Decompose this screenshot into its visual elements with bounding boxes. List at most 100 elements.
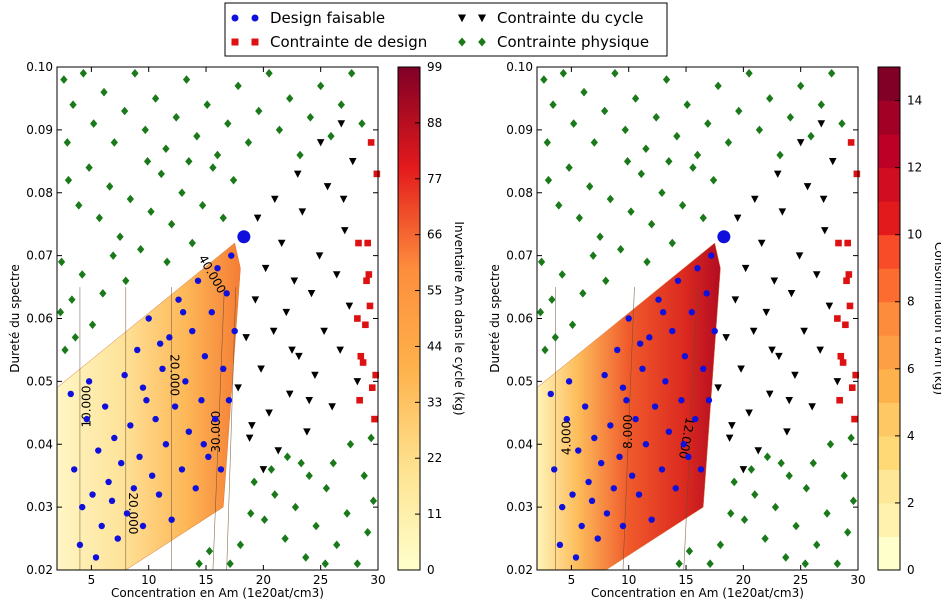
point-cycle xyxy=(251,296,260,304)
colorbar-tick-label: 77 xyxy=(427,172,442,186)
point-feasible xyxy=(79,503,86,511)
point-physical xyxy=(71,333,79,342)
point-physical xyxy=(673,131,681,141)
point-feasible xyxy=(155,491,163,498)
point-cycle xyxy=(332,271,341,279)
point-cycle xyxy=(282,308,291,317)
point-physical xyxy=(327,131,335,141)
contour-label: 30.000 xyxy=(209,411,223,453)
point-physical xyxy=(213,150,222,160)
point-physical xyxy=(828,68,836,78)
colorbar-frame xyxy=(877,66,901,571)
point-cycle xyxy=(714,384,722,392)
point-feasible xyxy=(559,503,566,511)
point-cycle xyxy=(261,264,270,273)
point-cycle xyxy=(285,390,294,398)
colorbar-band xyxy=(878,435,900,470)
point-physical xyxy=(797,81,805,91)
point-physical xyxy=(637,169,645,179)
point-physical xyxy=(568,320,577,330)
point-physical xyxy=(849,496,858,506)
point-physical xyxy=(343,509,351,518)
point-cycle xyxy=(303,428,311,436)
point-design xyxy=(845,271,853,278)
point-cycle xyxy=(791,371,799,380)
point-physical xyxy=(141,125,149,135)
point-cycle xyxy=(295,352,303,361)
point-feasible xyxy=(101,403,109,410)
y-tick-label: 0.09 xyxy=(26,123,53,137)
point-design xyxy=(851,415,858,423)
point-feasible xyxy=(651,403,659,410)
point-physical xyxy=(558,270,566,279)
point-physical xyxy=(751,490,759,499)
y-axis-label: Dureté du spectre xyxy=(488,264,502,372)
colorbar-tick-label: 44 xyxy=(427,339,442,353)
contour-line xyxy=(683,287,698,570)
point-cycle xyxy=(298,208,307,216)
point-physical xyxy=(549,100,557,110)
x-tick-label: 20 xyxy=(736,573,751,587)
x-tick-label: 5 xyxy=(88,573,96,587)
point-physical xyxy=(226,559,234,569)
point-physical xyxy=(305,471,313,480)
point-cycle xyxy=(754,447,763,455)
colorbar-band xyxy=(878,268,900,303)
point-cycle xyxy=(234,384,242,392)
colorbar-tick-label: 4 xyxy=(907,429,915,443)
y-tick-label: 0.07 xyxy=(26,249,53,263)
point-physical xyxy=(786,113,794,122)
point-physical xyxy=(178,188,186,198)
point-feasible xyxy=(665,428,673,435)
point-feasible xyxy=(83,415,91,423)
point-cycle xyxy=(817,120,826,128)
point-feasible xyxy=(139,384,147,391)
point-physical xyxy=(662,75,671,84)
point-cycle xyxy=(320,327,328,336)
point-physical xyxy=(792,521,800,531)
point-physical xyxy=(236,540,245,550)
point-physical xyxy=(147,207,155,216)
legend-label: Contrainte de design xyxy=(270,33,427,51)
colorbar-tick-label: 10 xyxy=(907,228,922,242)
colorbar-band xyxy=(878,469,900,504)
point-physical xyxy=(69,100,77,110)
point-cycle xyxy=(812,271,821,279)
point-physical xyxy=(296,150,304,160)
colorbar-tick-label: 66 xyxy=(427,228,442,242)
legend: Design faisable Contrainte du cycle Contra… xyxy=(224,2,668,57)
point-physical xyxy=(621,125,629,135)
colorbar-tick-label: 2 xyxy=(907,496,915,510)
point-physical xyxy=(57,257,66,267)
point-physical xyxy=(109,251,117,260)
legend-label: Contrainte physique xyxy=(497,33,649,51)
point-feasible xyxy=(105,478,112,486)
optimum-point xyxy=(237,230,251,244)
point-feasible xyxy=(92,554,100,561)
point-physical xyxy=(838,119,846,128)
point-physical xyxy=(281,534,289,543)
point-feasible xyxy=(171,403,179,410)
legend-entry-cycle: Contrainte du cycle xyxy=(457,9,644,27)
point-feasible xyxy=(214,265,221,272)
point-cycle xyxy=(328,403,336,411)
point-physical xyxy=(302,553,310,562)
point-design xyxy=(834,315,841,322)
point-physical xyxy=(250,477,258,487)
point-feasible xyxy=(212,415,219,423)
point-physical xyxy=(95,213,104,223)
colorbar-band xyxy=(878,134,900,169)
point-feasible xyxy=(678,397,685,404)
x-tick-label: 30 xyxy=(850,573,865,587)
point-physical xyxy=(333,540,341,550)
point-physical xyxy=(643,257,651,267)
point-cycle xyxy=(339,195,348,203)
point-cycle xyxy=(316,139,325,147)
point-physical xyxy=(555,201,563,210)
point-physical xyxy=(321,559,329,569)
contour-line xyxy=(622,287,635,570)
point-cycle xyxy=(733,214,742,222)
x-axis-label: Concentration en Am (1e20at/cm3) xyxy=(591,586,804,600)
point-cycle xyxy=(340,227,349,235)
